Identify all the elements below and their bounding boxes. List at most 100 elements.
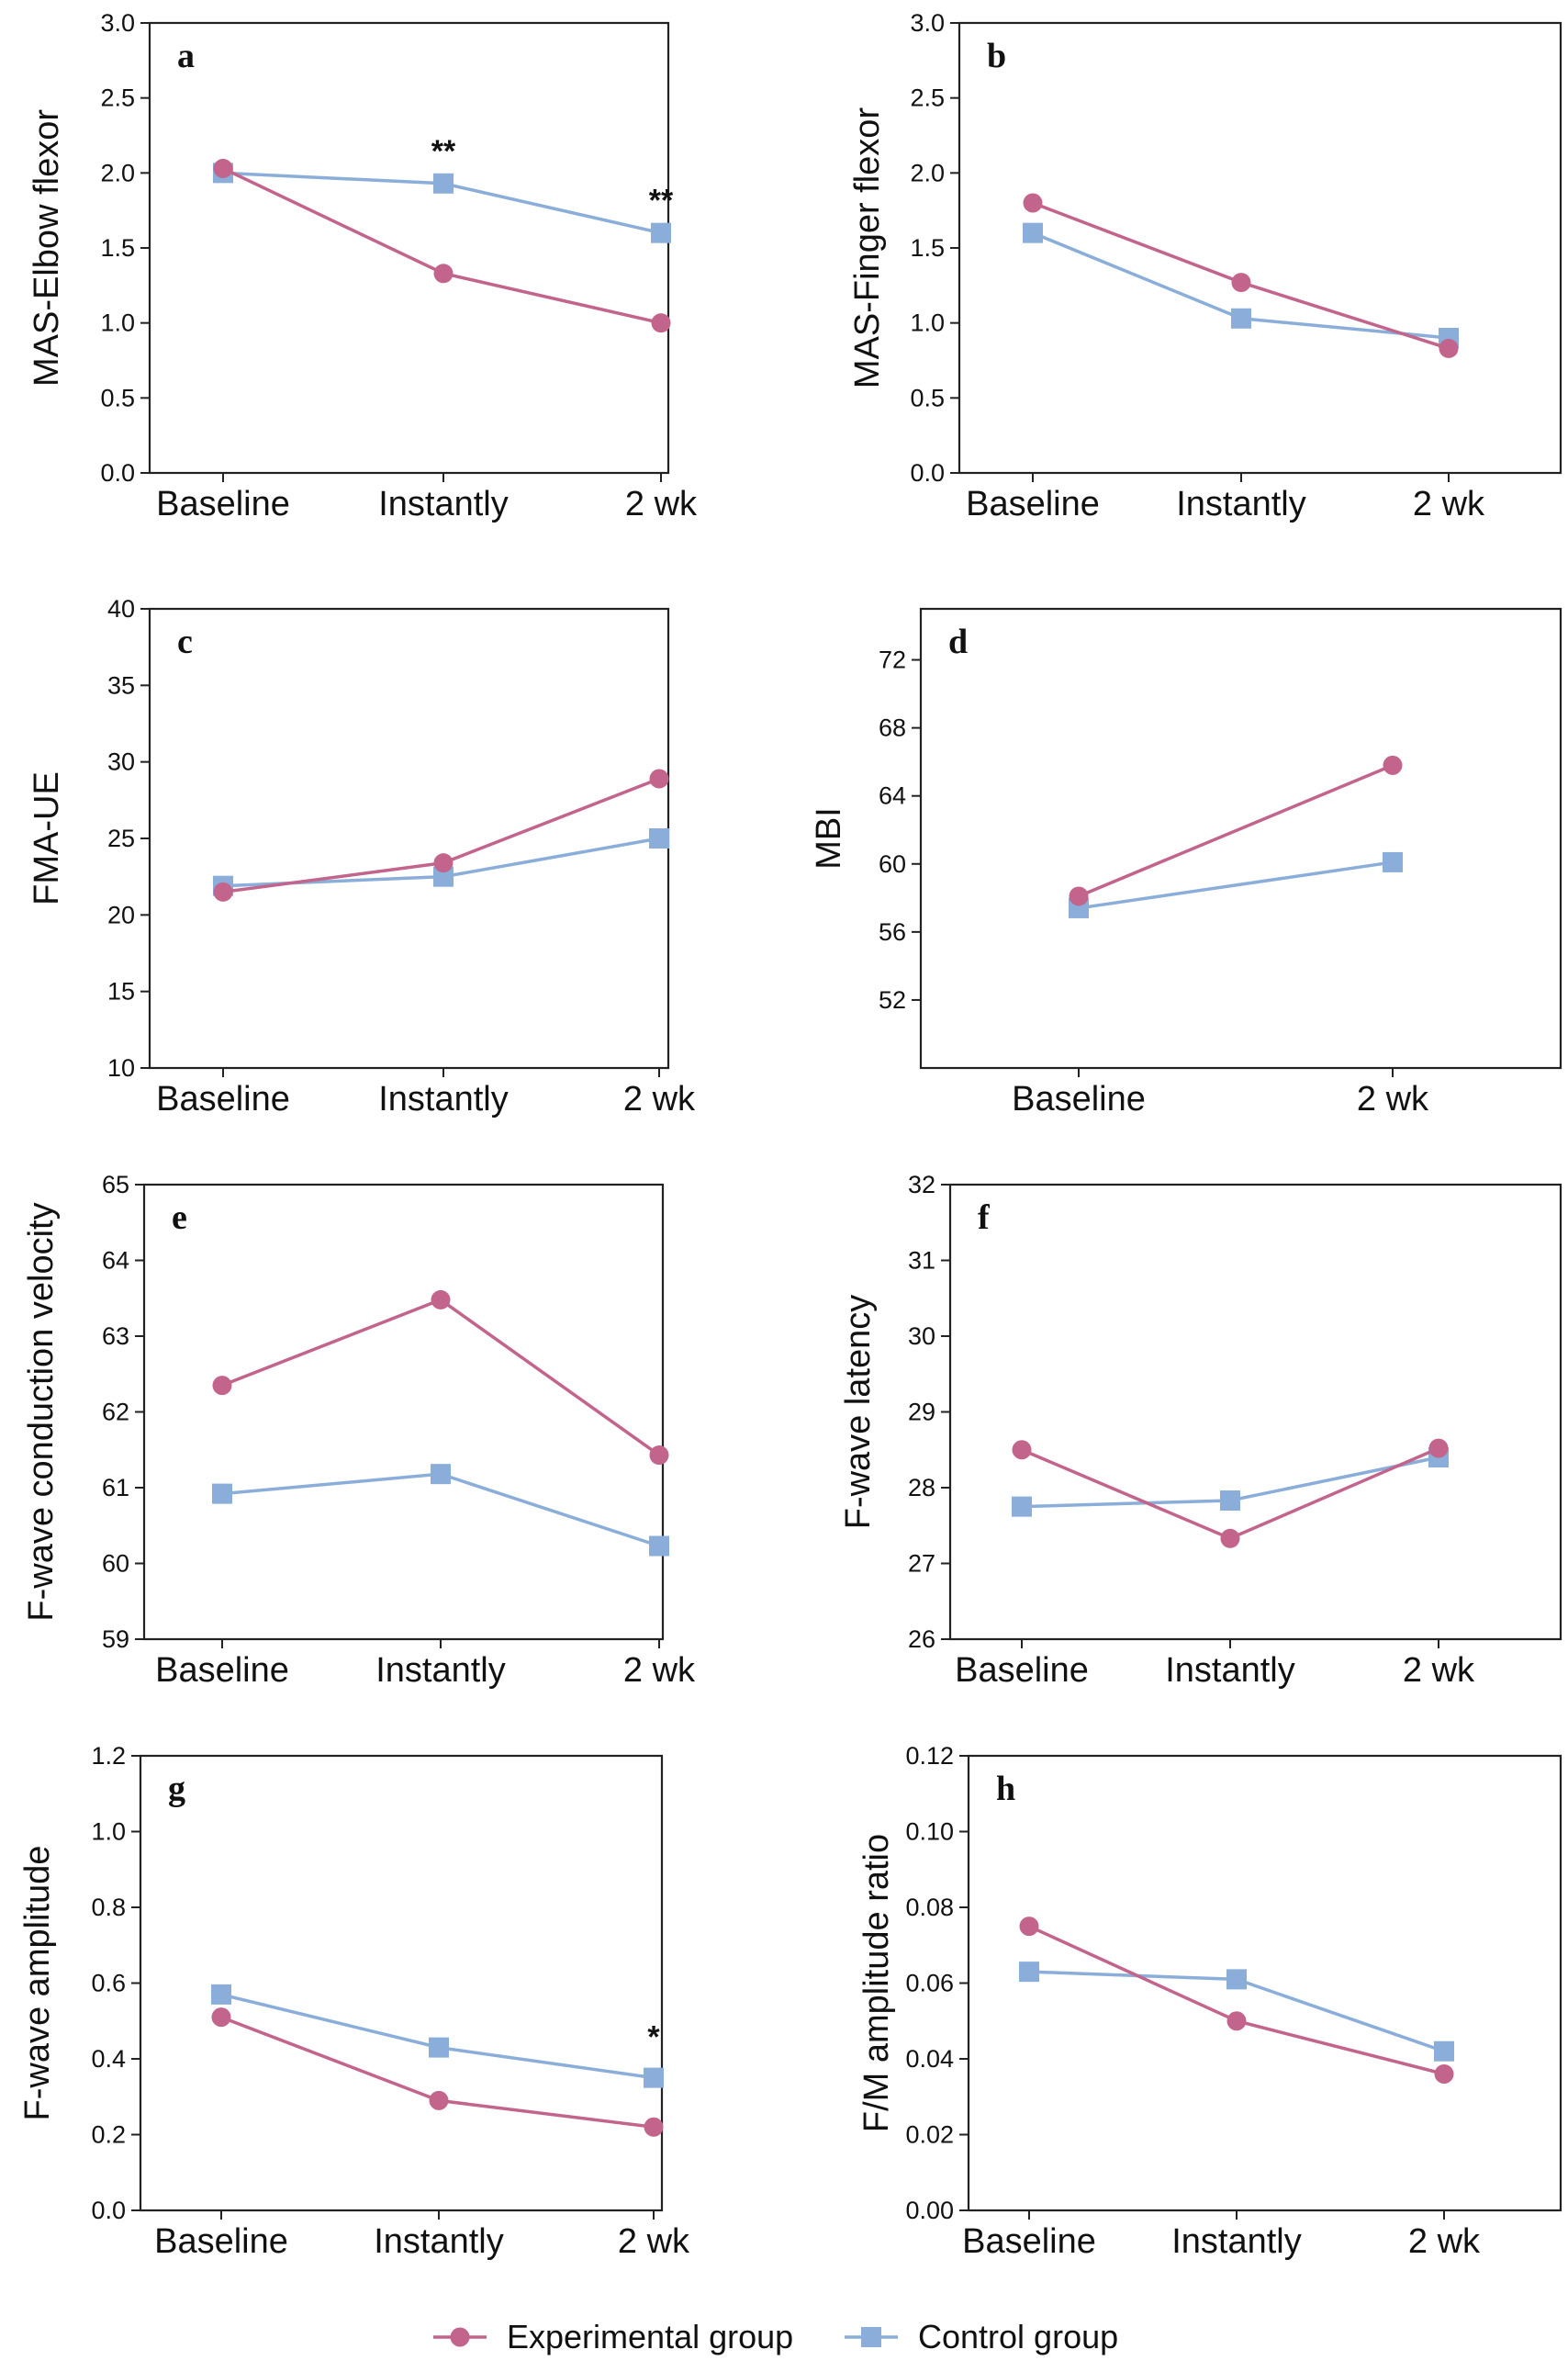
x-tick-label: Instantly — [1176, 485, 1306, 523]
data-point — [1231, 308, 1251, 329]
panel-g: 0.0 0.2 0.4 0.6 0.8 1.0 1.2 Baseline Instantly 2 … — [18, 1742, 690, 2261]
legend-item: Control group — [845, 2318, 1118, 2355]
panel-b: 0.0 0.5 1.0 1.5 2.0 2.5 3.0 Baseline Instantly 2 … — [848, 9, 1562, 523]
y-tick-label: 63 — [102, 1322, 129, 1350]
y-tick-label: 30 — [107, 748, 135, 776]
series-control — [213, 163, 671, 243]
y-tick-label: 0.12 — [905, 1742, 954, 1770]
series-experimental — [212, 1289, 669, 1466]
y-tick-label: 15 — [107, 978, 135, 1006]
data-point — [1226, 2011, 1247, 2031]
x-tick-label: 2 wk — [1403, 1651, 1475, 1690]
y-tick-label: 0.0 — [100, 459, 135, 487]
x-tick-label: Baseline — [966, 485, 1100, 523]
data-point — [1383, 755, 1403, 775]
y-tick-label: 52 — [879, 986, 906, 1014]
y-tick-label: 30 — [908, 1322, 935, 1350]
y-tick-label: 0.04 — [905, 2045, 954, 2073]
x-tick-label: 2 wk — [623, 1080, 696, 1119]
y-tick-label: 1.5 — [910, 234, 945, 262]
series-experimental — [1023, 193, 1459, 358]
legend-label: Experimental group — [507, 2318, 793, 2355]
series-experimental — [1069, 755, 1403, 906]
y-tick-label: 2.5 — [100, 84, 135, 112]
x-tick-label: Baseline — [156, 485, 290, 523]
y-tick-label: 28 — [908, 1474, 935, 1501]
data-point — [1428, 1438, 1449, 1458]
data-point — [1023, 193, 1043, 213]
y-tick-label: 0.5 — [100, 384, 135, 411]
panel-letter: c — [177, 623, 193, 661]
y-tick-label: 0.0 — [910, 459, 945, 487]
data-point — [651, 222, 671, 243]
y-tick-label: 31 — [908, 1247, 935, 1275]
series-experimental — [213, 769, 669, 902]
data-point — [433, 264, 454, 284]
legend-marker — [861, 2327, 881, 2347]
y-axis-label: F-wave amplitude — [18, 1846, 57, 2121]
x-tick-label: 2 wk — [625, 485, 698, 523]
plot-frame — [948, 1183, 1562, 1641]
x-tick-label: 2 wk — [618, 2222, 690, 2261]
x-tick-label: Baseline — [962, 2222, 1096, 2261]
series-line — [221, 1472, 660, 1548]
panel-d: 52 56 60 64 68 72 Baseline 2 wk MBI d — [810, 607, 1562, 1119]
x-tick-label: Baseline — [156, 1080, 290, 1119]
x-tick-label: Baseline — [155, 1651, 289, 1690]
data-point — [213, 882, 233, 902]
panel-letter: h — [996, 1770, 1015, 1808]
y-tick-label: 1.5 — [100, 234, 135, 262]
plot-frame — [958, 21, 1562, 475]
series-control — [1012, 1447, 1449, 1517]
series-experimental — [1012, 1438, 1449, 1548]
plot-frame — [967, 1754, 1562, 2212]
y-tick-label: 29 — [908, 1399, 935, 1426]
y-axis-label: F-wave conduction velocity — [22, 1202, 61, 1621]
panel-letter: a — [177, 37, 195, 75]
data-point — [212, 1376, 232, 1396]
y-tick-label: 0.00 — [905, 2197, 954, 2224]
y-tick-label: 61 — [102, 1474, 129, 1501]
series-line — [220, 1993, 655, 2080]
data-point — [211, 1984, 231, 2005]
y-tick-label: 60 — [102, 1550, 129, 1578]
y-tick-label: 0.5 — [910, 384, 945, 411]
series-line — [1028, 1925, 1445, 2076]
data-point — [1019, 1917, 1039, 1937]
x-tick-label: Instantly — [1171, 2222, 1302, 2261]
panel-h: 0.00 0.02 0.04 0.06 0.08 0.10 0.12 Baseline Inst… — [857, 1742, 1562, 2261]
panel-letter: d — [948, 623, 968, 661]
series-control — [211, 1984, 664, 2088]
y-axis-label: MAS-Elbow flexor — [28, 109, 66, 387]
panel-letter: g — [168, 1770, 185, 1808]
x-tick-label: 2 wk — [1413, 485, 1485, 523]
data-point — [429, 2037, 449, 2058]
legend-item: Experimental group — [433, 2318, 793, 2355]
y-tick-label: 3.0 — [910, 9, 945, 37]
panel-letter: b — [987, 37, 1006, 75]
y-tick-label: 25 — [107, 825, 135, 852]
x-tick-label: Instantly — [378, 485, 509, 523]
legend-label: Control group — [918, 2318, 1118, 2355]
y-tick-label: 1.0 — [100, 309, 135, 337]
significance-marker: ** — [649, 184, 674, 219]
y-tick-label: 40 — [107, 595, 135, 623]
series-control — [212, 1464, 669, 1557]
series-line — [1078, 763, 1394, 898]
plot-frame — [148, 607, 670, 1070]
data-point — [1220, 1490, 1240, 1512]
y-tick-label: 68 — [879, 714, 906, 742]
data-point — [1019, 1962, 1039, 1983]
series-control — [1019, 1962, 1454, 2062]
y-tick-label: 20 — [107, 901, 135, 928]
series-experimental — [211, 2007, 664, 2137]
y-tick-label: 3.0 — [100, 9, 135, 37]
plot-frame — [142, 1183, 665, 1641]
y-tick-label: 1.0 — [910, 309, 945, 337]
data-point — [1439, 338, 1459, 358]
y-tick-label: 2.0 — [910, 159, 945, 186]
y-tick-label: 0.08 — [905, 1894, 954, 1921]
x-tick-label: Baseline — [154, 2222, 288, 2261]
panel-e: 59 60 61 62 63 64 65 Baseline Instantly 2 wk F-wav… — [22, 1171, 696, 1690]
